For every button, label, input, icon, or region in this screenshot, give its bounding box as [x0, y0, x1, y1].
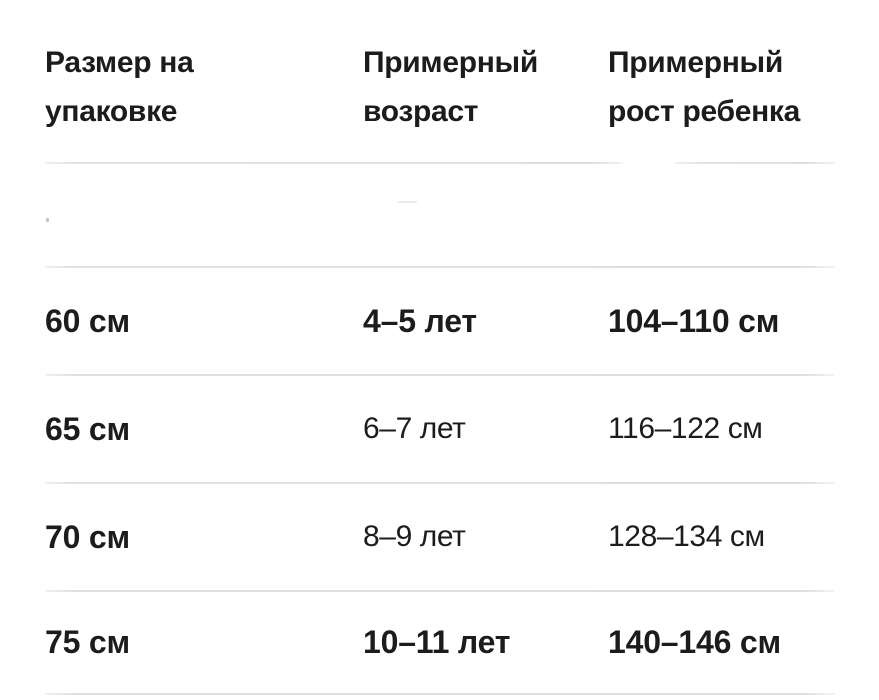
row-divider: [45, 590, 835, 592]
row-divider: [45, 482, 835, 484]
header-package-size-line1: Размер на: [45, 46, 194, 79]
header-approx-age-line2: возраст: [363, 95, 479, 128]
header-package-size-line2: упаковке: [45, 95, 178, 128]
cell-approx-height: 128–134 см: [608, 520, 765, 553]
header-approx-height-line1: Примерный: [608, 46, 784, 79]
header-approx-age: Примерный возраст: [363, 38, 608, 136]
header-approx-age-line1: Примерный: [363, 46, 539, 79]
header-approx-height: Примерный рост ребенка: [608, 38, 835, 136]
table-row: 65 см 6–7 лет 116–122 см: [45, 376, 835, 482]
cell-approx-age: 6–7 лет: [363, 412, 466, 445]
header-package-size: Размер на упаковке: [45, 38, 363, 136]
table-row: 75 см 10–11 лет 140–146 см: [45, 592, 835, 693]
cell-package-size: 75 см: [45, 624, 130, 660]
table-row: 70 см 8–9 лет 128–134 см: [45, 484, 835, 590]
cell-package-size: 70 см: [45, 518, 130, 555]
size-table: Размер на упаковке Примерный возраст При…: [45, 0, 835, 700]
cell-approx-height: 116–122 см: [608, 412, 763, 445]
cell-approx-age: 4–5 лет: [363, 302, 477, 339]
row-divider: [45, 266, 835, 268]
stray-dot-artifact: [46, 218, 49, 222]
cell-package-size: 60 см: [45, 302, 130, 339]
table-header-row: Размер на упаковке Примерный возраст При…: [45, 0, 835, 163]
row-divider: [45, 374, 835, 376]
header-divider-left-segment: [45, 162, 623, 164]
cell-approx-height: 104–110 см: [608, 302, 780, 339]
cell-package-size: 65 см: [45, 410, 130, 447]
row-divider: [45, 693, 835, 695]
header-divider-right-segment: [675, 162, 835, 164]
stray-dash-artifact: [398, 201, 417, 203]
header-approx-height-line2: рост ребенка: [608, 95, 801, 128]
table-row: 60 см 4–5 лет 104–110 см: [45, 268, 835, 374]
cell-approx-age: 8–9 лет: [363, 520, 466, 553]
cell-approx-height: 140–146 см: [608, 624, 781, 660]
cell-approx-age: 10–11 лет: [363, 624, 511, 660]
